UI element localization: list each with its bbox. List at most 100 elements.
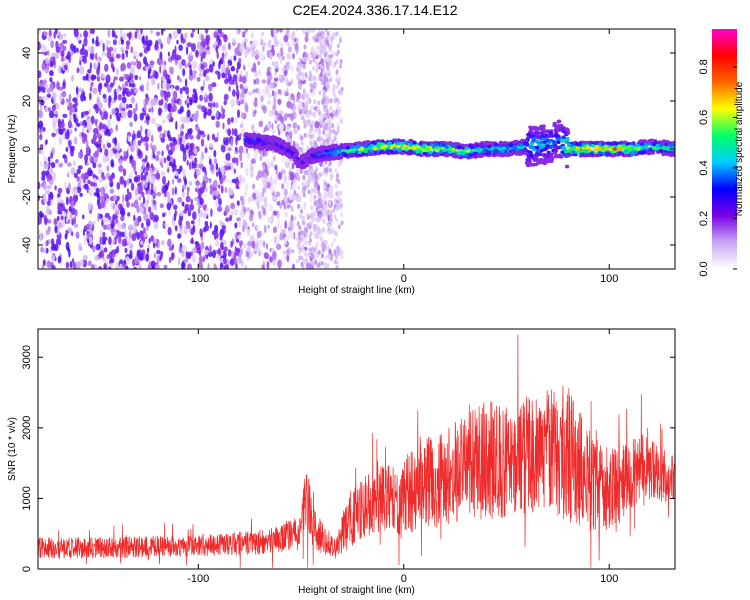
noise-mark [324,52,327,58]
noise-mark [197,132,200,139]
noise-mark [47,35,53,42]
noise-mark [43,31,48,37]
noise-mark [179,105,184,113]
noise-mark [322,130,326,135]
noise-mark [232,89,236,97]
noise-mark [163,60,167,66]
noise-mark [140,240,144,245]
noise-mark [162,81,168,89]
noise-mark [168,256,172,264]
noise-mark [326,84,330,90]
noise-mark [297,185,301,191]
noise-mark [288,42,291,48]
signal-mark [534,127,539,132]
noise-mark [45,189,51,195]
noise-mark [233,55,237,61]
noise-mark [167,51,170,57]
noise-mark [128,103,133,109]
noise-mark [226,152,231,161]
noise-mark [57,221,63,229]
noise-mark [269,81,274,89]
noise-mark [201,38,207,48]
noise-mark [243,191,248,198]
noise-mark [220,105,224,113]
noise-mark [186,204,191,209]
noise-mark [279,57,283,65]
noise-mark [209,244,212,254]
noise-mark [62,211,67,218]
noise-mark [186,109,191,118]
noise-mark [93,220,96,226]
noise-mark [260,251,265,256]
noise-mark [318,214,322,219]
signal-mark [512,140,517,144]
noise-mark [186,220,191,230]
noise-mark [130,61,135,66]
noise-mark [182,136,186,145]
noise-mark [230,55,233,62]
noise-mark [215,102,219,109]
noise-mark [186,159,189,166]
noise-mark [247,245,251,253]
noise-mark [224,78,229,85]
noise-mark [335,77,339,83]
noise-mark [161,212,166,218]
noise-mark [231,249,235,258]
noise-mark [75,261,81,269]
noise-mark [293,231,296,240]
noise-mark [183,209,188,214]
noise-mark [146,247,150,254]
noise-mark [283,188,288,197]
noise-mark [203,79,206,88]
noise-mark [111,29,115,38]
noise-mark [89,92,92,101]
noise-mark [117,236,122,244]
noise-mark [145,177,151,183]
noise-mark [246,152,251,160]
noise-mark [196,77,201,82]
noise-mark [286,113,291,118]
noise-mark [154,263,161,269]
noise-mark [258,192,264,197]
noise-mark [196,163,200,169]
noise-mark [89,62,92,71]
noise-mark [298,249,302,255]
noise-mark [160,29,164,36]
noise-mark [277,259,282,269]
noise-mark [208,92,213,102]
noise-mark [82,229,85,236]
noise-mark [51,147,56,155]
noise-mark [250,165,255,173]
noise-mark [271,60,275,66]
noise-mark [220,185,224,194]
noise-mark [254,238,259,244]
noise-mark [70,201,74,209]
noise-mark [273,155,276,162]
noise-mark [172,178,175,185]
noise-mark [211,190,215,198]
noise-mark [235,98,240,106]
noise-mark [39,161,43,167]
noise-mark [51,132,56,138]
noise-mark [158,241,160,250]
noise-mark [236,89,240,98]
noise-mark [149,60,155,66]
noise-mark [333,136,337,142]
noise-mark [264,172,268,179]
noise-mark [300,135,304,141]
noise-mark [137,183,142,188]
noise-mark [257,88,261,96]
signal-mark [668,143,674,147]
page-title: C2E4.2024.336.17.14.E12 [292,2,458,18]
noise-mark [286,53,291,60]
noise-mark [54,52,59,59]
noise-mark [217,205,222,212]
noise-mark [219,177,224,185]
noise-mark [147,206,152,213]
noise-mark [126,201,130,208]
noise-mark [108,95,112,103]
noise-mark [174,170,179,177]
noise-mark [170,106,175,113]
noise-mark [75,100,78,107]
noise-mark [103,82,108,87]
